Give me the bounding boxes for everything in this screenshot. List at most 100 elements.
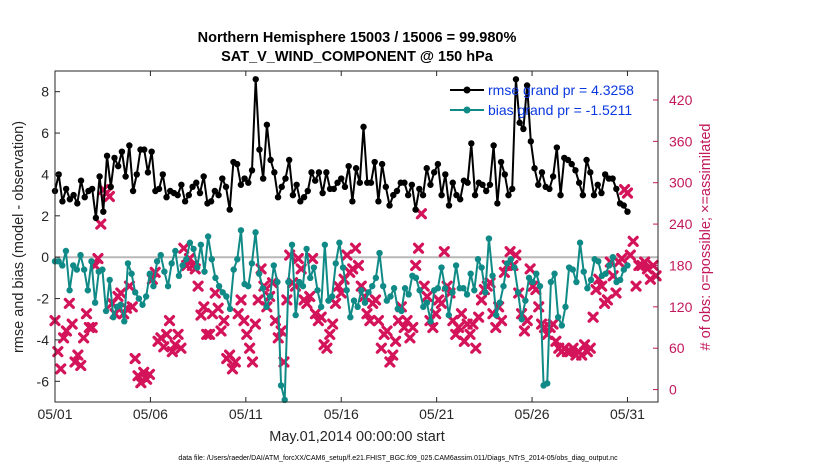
obs-count-marker (86, 321, 98, 334)
rmse-point (211, 187, 219, 195)
obs-count-marker (158, 341, 170, 353)
y-tick-label-right: 420 (669, 92, 693, 108)
rmse-point (386, 202, 393, 209)
obs-count-marker (495, 315, 508, 327)
obs-count-marker (427, 321, 439, 334)
bias-point (485, 235, 493, 242)
obs-count-marker (610, 287, 622, 299)
obs-count-marker (347, 263, 359, 275)
chart-title-line1: Northern Hemisphere 15003 / 15006 = 99.9… (198, 30, 517, 46)
obs-count-marker (381, 325, 393, 337)
bias-point (146, 270, 154, 277)
bias-point (208, 256, 215, 263)
obs-count-marker (175, 342, 187, 354)
y-tick-label-right: 300 (669, 175, 693, 191)
rmse-point (323, 169, 330, 176)
bias-point (489, 272, 496, 280)
obs-count-marker (641, 263, 654, 275)
bias-point (132, 289, 139, 296)
obs-count-marker (455, 308, 468, 320)
rmse-point (494, 200, 501, 207)
rmse-point (308, 169, 315, 176)
obs-count-marker (72, 349, 84, 361)
rmse-point (271, 169, 278, 176)
obs-count-marker (155, 332, 167, 344)
bias-point (179, 262, 186, 269)
rmse-point (468, 140, 475, 147)
bias-point (270, 262, 277, 269)
bias-point (153, 258, 161, 265)
rmse-point (241, 175, 248, 182)
obs-count-marker (421, 290, 433, 303)
obs-count-marker (584, 342, 596, 354)
y-tick-label-right: 60 (669, 340, 685, 356)
obs-count-marker (115, 287, 127, 299)
bias-point (328, 293, 336, 300)
rmse-point (114, 162, 122, 170)
obs-count-marker (430, 308, 442, 320)
rmse-point (144, 169, 152, 176)
rmse-point (442, 171, 449, 178)
rmse-point (367, 179, 375, 186)
bias-point (215, 282, 223, 290)
obs-count-marker (92, 252, 104, 265)
y-tick-label-right: 180 (669, 257, 693, 273)
bias-series (51, 227, 631, 404)
bias-point (383, 297, 391, 304)
bias-point (514, 289, 522, 296)
y-tick-label-left: -2 (37, 291, 50, 307)
obs-count-marker (435, 297, 448, 309)
bias-point (478, 264, 485, 271)
bias-point (135, 295, 143, 302)
rmse-point (538, 169, 546, 176)
obs-count-marker (372, 315, 385, 327)
obs-count-marker (375, 342, 387, 354)
bias-point (70, 262, 77, 269)
rmse-point (193, 179, 200, 186)
bias-point (369, 282, 376, 290)
rmse-point (490, 142, 497, 149)
obs-count-marker (201, 328, 213, 341)
obs-count-marker (66, 318, 78, 330)
bias-point (223, 293, 230, 300)
obs-count-marker (504, 246, 516, 258)
rmse-point (501, 171, 508, 178)
bias-point (376, 249, 383, 257)
rmse-point (430, 169, 438, 176)
x-tick-label: 05/31 (610, 406, 645, 422)
bias-point (398, 307, 405, 315)
obs-count-marker (349, 242, 362, 254)
bias-point (358, 287, 365, 294)
obs-count-marker (161, 328, 173, 341)
rmse-point (103, 152, 111, 160)
rmse-point (568, 160, 575, 168)
rmse-point (226, 206, 233, 213)
bias-point (533, 270, 540, 277)
bias-point (248, 260, 256, 267)
bias-point (365, 289, 372, 296)
bias-point (401, 285, 409, 292)
obs-count-marker (163, 315, 176, 327)
obs-count-marker (587, 311, 599, 323)
bias-point (252, 229, 259, 236)
bias-point (551, 270, 558, 277)
bias-point (416, 287, 423, 294)
rmse-point (505, 191, 512, 199)
rmse-point (445, 202, 453, 209)
rmse-point (159, 171, 167, 178)
rmse-point (509, 185, 516, 193)
bias-point (106, 276, 113, 284)
obs-count-marker (341, 249, 353, 261)
bias-point (449, 289, 456, 296)
bias-point (482, 289, 489, 296)
obs-count-marker (407, 321, 419, 334)
y-tick-label-left: 0 (41, 249, 49, 265)
obs-count-marker (404, 332, 416, 344)
bias-point (310, 264, 318, 271)
bias-point (624, 262, 631, 269)
x-tick-label: 05/06 (133, 406, 168, 422)
legend: rmse grand pr = 4.3258 bias grand pr = -… (450, 82, 634, 118)
rmse-point (334, 179, 341, 186)
rmse-point (408, 181, 416, 188)
legend-rmse-label: rmse grand pr = 4.3258 (488, 82, 634, 98)
